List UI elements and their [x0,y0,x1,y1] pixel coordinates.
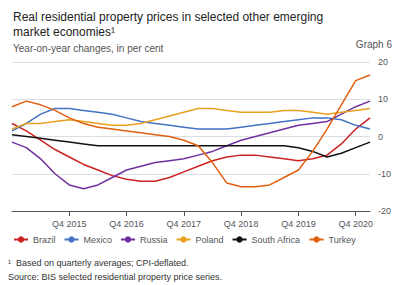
svg-text:Turkey: Turkey [329,235,357,245]
svg-text:10: 10 [378,94,388,104]
svg-text:Q4 2019: Q4 2019 [281,219,316,229]
svg-text:Q4 2018: Q4 2018 [224,219,259,229]
svg-text:Poland: Poland [196,235,224,245]
svg-text:Q4 2015: Q4 2015 [52,219,87,229]
svg-text:Russia: Russia [140,235,168,245]
svg-text:Real residential property pric: Real residential property prices in sele… [13,10,323,24]
svg-text:0: 0 [378,132,383,142]
svg-text:-10: -10 [378,169,391,179]
svg-text:Source: BIS selected residenti: Source: BIS selected residential propert… [8,272,222,282]
svg-text:Year-on-year changes, in per c: Year-on-year changes, in per cent [13,43,164,54]
svg-text:20: 20 [378,57,388,67]
svg-text:Q4 2020: Q4 2020 [338,219,373,229]
svg-text:South Africa: South Africa [252,235,301,245]
svg-text:market economies¹: market economies¹ [13,25,115,39]
svg-text:¹ Based on quarterly averages: ¹ Based on quarterly averages; CPI-defla… [8,258,189,268]
svg-text:Mexico: Mexico [84,235,113,245]
svg-text:Q4 2016: Q4 2016 [109,219,144,229]
svg-text:Brazil: Brazil [33,235,56,245]
svg-text:Q4 2017: Q4 2017 [167,219,202,229]
svg-text:-20: -20 [378,206,391,216]
svg-text:Graph 6: Graph 6 [356,39,393,50]
